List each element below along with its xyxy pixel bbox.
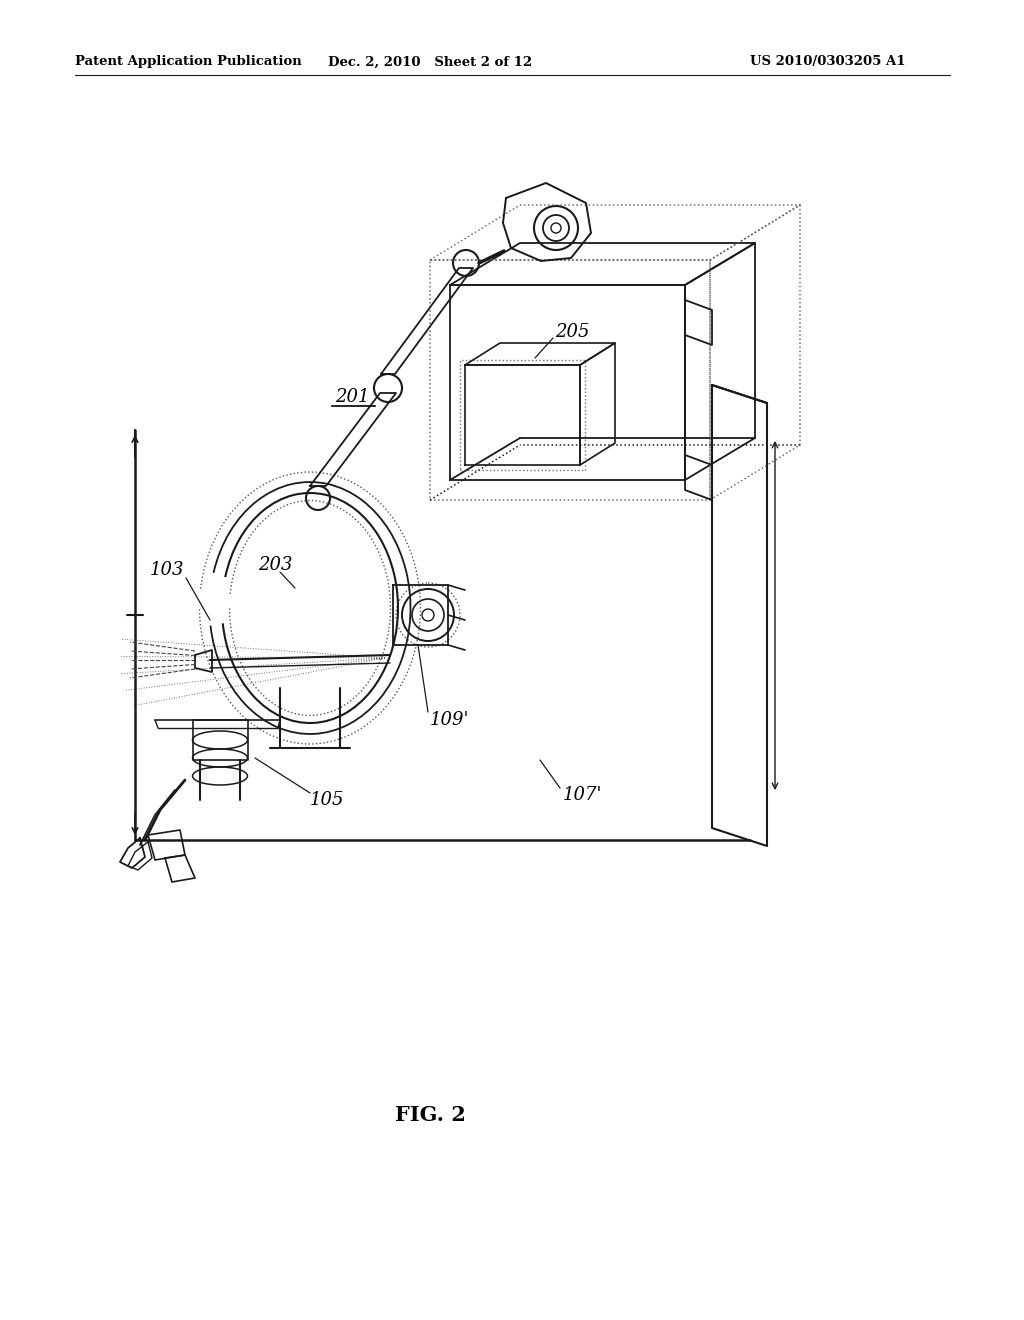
Text: 109': 109': [430, 711, 469, 729]
Text: Patent Application Publication: Patent Application Publication: [75, 55, 302, 69]
Text: Dec. 2, 2010   Sheet 2 of 12: Dec. 2, 2010 Sheet 2 of 12: [328, 55, 532, 69]
Text: 105: 105: [310, 791, 344, 809]
Text: FIG. 2: FIG. 2: [394, 1105, 466, 1125]
Text: US 2010/0303205 A1: US 2010/0303205 A1: [750, 55, 905, 69]
Text: 203: 203: [258, 556, 293, 574]
Text: 201: 201: [335, 388, 370, 407]
Text: 107': 107': [563, 785, 602, 804]
Text: 103: 103: [150, 561, 184, 579]
Text: 205: 205: [555, 323, 590, 341]
